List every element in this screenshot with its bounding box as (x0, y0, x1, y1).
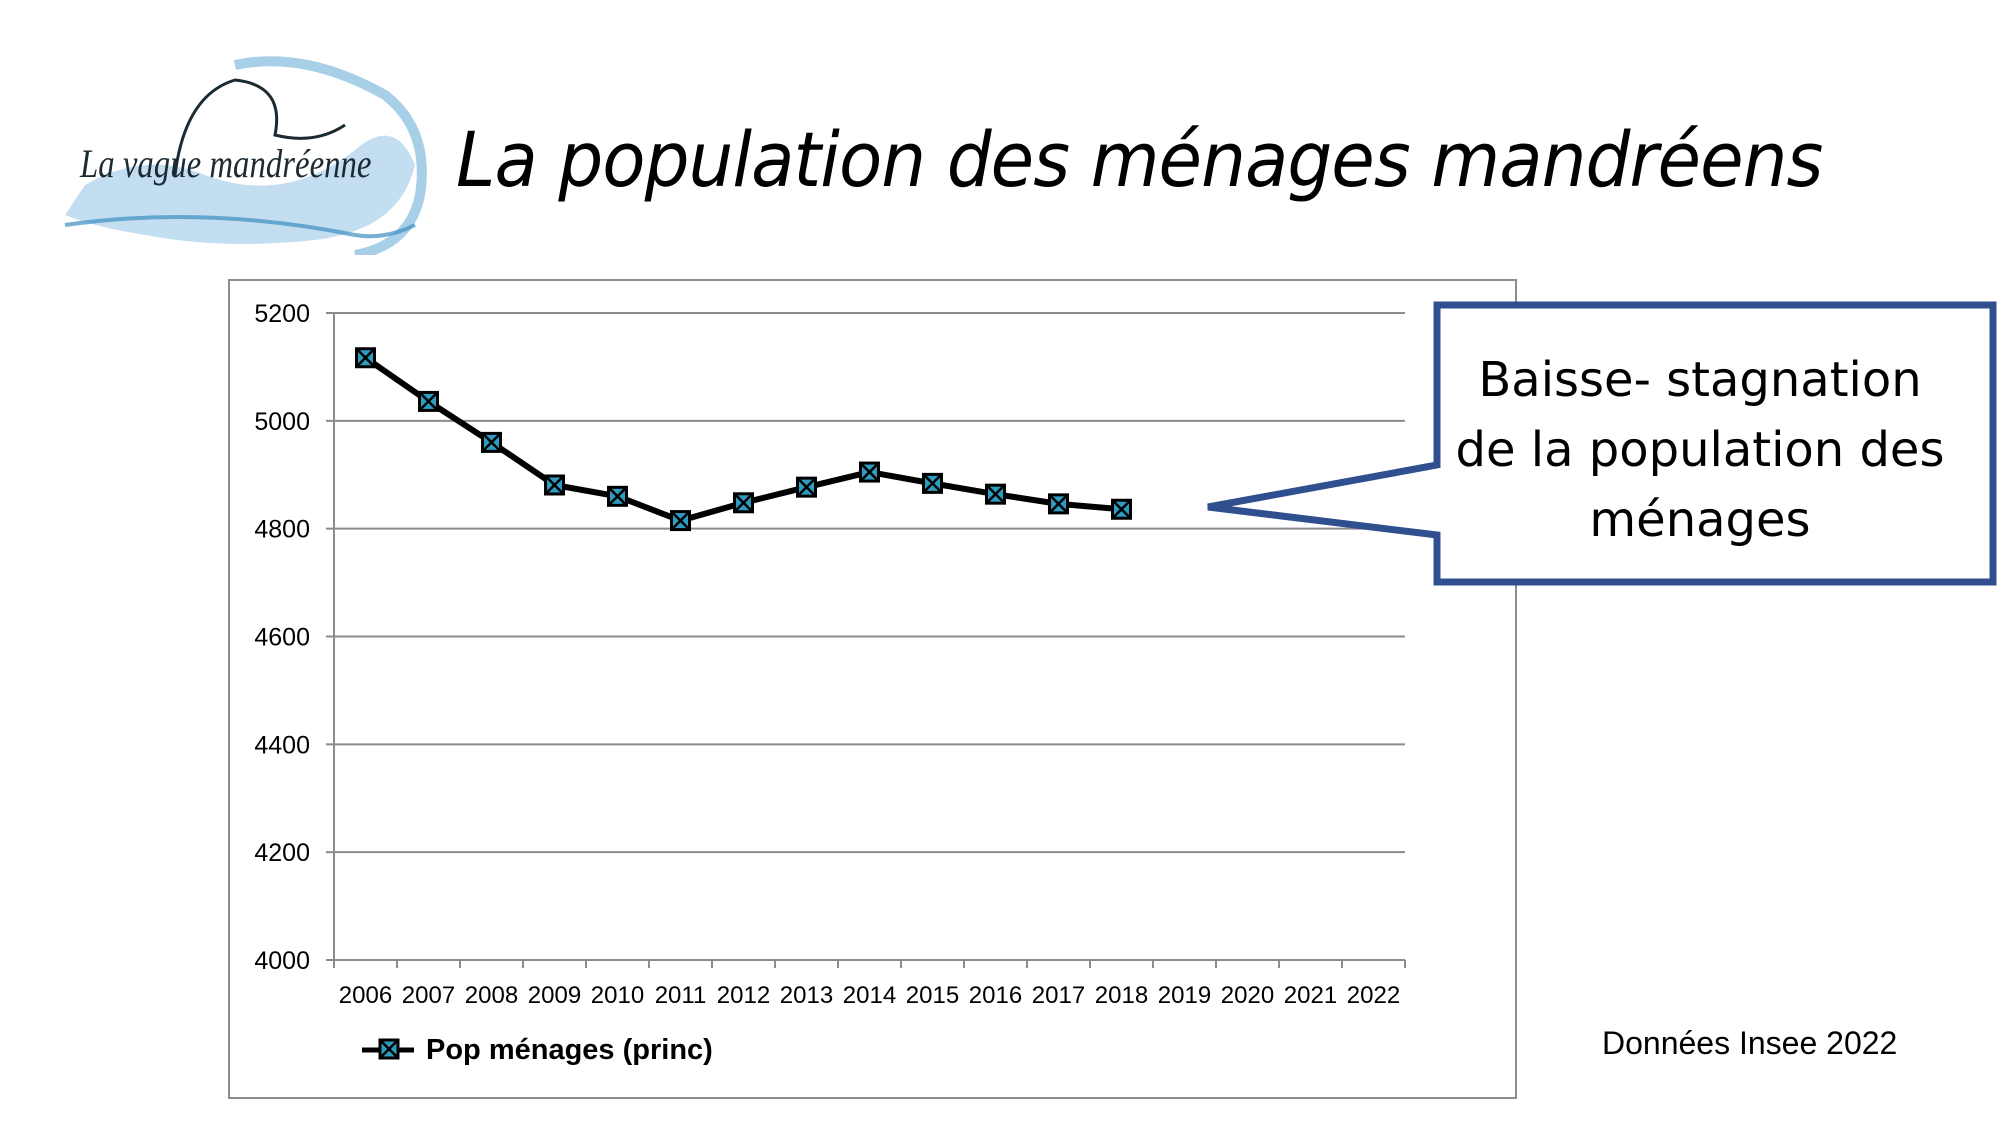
data-point (859, 461, 880, 483)
x-tick-label: 2017 (1032, 982, 1085, 1009)
page-title: La population des ménages mandréens (456, 115, 1823, 204)
x-tick-label: 2016 (969, 982, 1022, 1009)
callout-line-3: ménages (1589, 492, 1811, 548)
x-tick-label: 2021 (1284, 982, 1337, 1009)
x-tick-label: 2008 (465, 982, 518, 1009)
data-point (733, 492, 754, 514)
y-tick-label: 5200 (254, 300, 310, 328)
y-tick-label: 4000 (254, 947, 310, 975)
chart-frame (228, 279, 1517, 1099)
callout-box (1207, 301, 1997, 586)
data-point-cross (985, 484, 1006, 505)
data-point-cross (544, 475, 565, 495)
data-point-cross (922, 473, 943, 494)
logo-silhouette (173, 78, 346, 176)
data-point (481, 431, 502, 453)
x-tick-label: 2014 (843, 982, 896, 1009)
x-tick-label: 2010 (591, 982, 644, 1009)
x-tick-label: 2020 (1221, 982, 1274, 1009)
data-point (1048, 493, 1069, 515)
y-tick-label: 4400 (254, 731, 310, 759)
x-tick-label: 2018 (1095, 982, 1148, 1009)
chart-legend: Pop ménages (princ) (360, 1030, 713, 1070)
x-tick-label: 2013 (780, 982, 833, 1009)
data-point (1111, 498, 1132, 520)
x-tick-label: 2011 (655, 982, 707, 1009)
data-point-cross (670, 510, 691, 531)
data-point-cross (1048, 493, 1069, 514)
data-point (922, 472, 943, 494)
x-tick-label: 2022 (1347, 982, 1400, 1009)
data-point (544, 474, 565, 496)
callout-shape (1207, 301, 1997, 586)
data-point-cross (607, 486, 628, 507)
data-point-cross (796, 477, 817, 498)
data-point-cross (355, 347, 376, 368)
chart-series (355, 347, 1132, 532)
legend-label: Pop ménages (princ) (426, 1033, 713, 1066)
legend-marker-icon (362, 1038, 414, 1060)
callout-line-1: Baisse- stagnation (1478, 352, 1922, 408)
source-note: Données Insee 2022 (1602, 1025, 1898, 1061)
logo (55, 55, 435, 260)
x-tick-label: 2009 (528, 982, 581, 1009)
data-point-cross (481, 432, 502, 453)
y-tick-label: 4600 (254, 624, 310, 652)
callout-line-2: de la population des (1455, 422, 1945, 478)
data-point (607, 485, 628, 507)
data-point-cross (418, 391, 439, 412)
y-tick-label: 5000 (254, 408, 310, 436)
logo-wave-base (64, 215, 416, 239)
data-point (418, 390, 439, 412)
callout-text: Baisse- stagnation de la population des … (1440, 345, 1960, 555)
data-point (670, 510, 691, 532)
y-tick-label: 4800 (254, 516, 310, 544)
y-tick-label: 4200 (254, 839, 310, 867)
data-point-cross (733, 492, 754, 513)
data-point (355, 347, 376, 369)
data-point-cross (1111, 499, 1132, 520)
logo-text: La vague mandréenne (80, 141, 372, 186)
data-point (796, 476, 817, 498)
x-tick-label: 2019 (1158, 982, 1211, 1009)
x-tick-label: 2015 (906, 982, 959, 1009)
logo-wave-graphic (64, 56, 427, 260)
data-point-cross (859, 462, 880, 482)
x-tick-label: 2006 (339, 982, 392, 1009)
x-tick-label: 2007 (402, 982, 455, 1009)
data-point (985, 483, 1006, 505)
x-tick-label: 2012 (717, 982, 770, 1009)
chart-gridlines (334, 312, 1405, 854)
chart-axes: 4000 4200 4400 4600 4800 5000 5200 2006 2007 2008… (254, 300, 1406, 1009)
